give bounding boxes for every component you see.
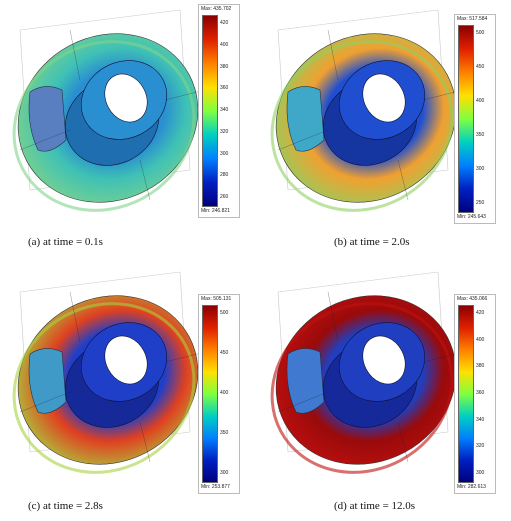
colorbar-tick-label: 360 xyxy=(476,390,485,396)
colorbar-tick-label: 300 xyxy=(476,470,485,476)
colorbar-tick-label: 320 xyxy=(220,128,229,135)
colorbar-tick-label: 340 xyxy=(476,416,485,423)
mesh-lines xyxy=(19,29,206,201)
colorbar-box: Max: 517.584 500 450 400 350 300 250 Min: 245… xyxy=(454,14,496,224)
brake-pad xyxy=(28,86,67,152)
colorbar-tick-label: 400 xyxy=(220,390,229,396)
disc-edge xyxy=(270,302,454,474)
colorbar-box: Max: 435.702 420 400 380 360 340 320 300 280 260… xyxy=(198,4,240,218)
panel-time-12-0s: Max: 435.066 420 400 380 360 340 320 300 Min: … xyxy=(258,262,511,521)
caption-d: (d) at time = 12.0s xyxy=(334,500,416,512)
disc-edge xyxy=(270,40,454,212)
colorbar-tick-label: 320 xyxy=(476,443,485,450)
colorbar-tick-label: 280 xyxy=(220,172,229,179)
colorbar-tick-label: 400 xyxy=(476,98,485,104)
brake-pad xyxy=(28,348,67,414)
colorbar-tick-label: 450 xyxy=(476,64,485,70)
colorbar-tick-label: 450 xyxy=(220,350,229,356)
colorbar-tick-label: 500 xyxy=(220,310,229,316)
colorbar-tick-label: 300 xyxy=(220,150,229,157)
colorbar-tick-label: 350 xyxy=(220,430,229,436)
brake-pad xyxy=(286,348,325,414)
colorbar-tick-label: 420 xyxy=(476,310,485,316)
colorbar-tick-label: 260 xyxy=(220,194,229,200)
colorbar-min-label: Min: 282.613 xyxy=(457,484,486,490)
colorbar-tick-label: 400 xyxy=(476,336,485,343)
colorbar-tick-label: 350 xyxy=(476,132,485,138)
colorbar-tick-label: 380 xyxy=(476,363,485,370)
disc-edge xyxy=(12,40,196,212)
hub-hole xyxy=(104,335,148,385)
colorbar-max-label: Max: 505.131 xyxy=(201,296,232,302)
colorbar-min-label: Min: 245.643 xyxy=(457,214,486,220)
panel-time-0-1s: Max: 435.702 420 400 380 360 340 320 300 280 260… xyxy=(0,0,255,255)
colorbar-tick-label: 340 xyxy=(220,107,229,113)
colorbar-max-label: Max: 435.702 xyxy=(201,6,232,12)
colorbar-tick-label: 250 xyxy=(476,200,485,206)
brake-disc-render xyxy=(12,271,206,474)
colorbar-min-label: Min: 246.821 xyxy=(201,208,230,214)
hub-hole xyxy=(104,73,148,123)
panel-time-2-0s: Max: 517.584 500 450 400 350 300 250 Min: 245… xyxy=(258,0,511,255)
panel-time-2-8s: Max: 505.131 500 450 400 350 300 Min: 253.87… xyxy=(0,262,255,521)
colorbar-gradient xyxy=(458,25,474,213)
colorbar-gradient xyxy=(202,305,218,483)
colorbar-box: Max: 505.131 500 450 400 350 300 Min: 253.87… xyxy=(198,294,240,494)
colorbar-min-label: Min: 253.877 xyxy=(201,484,230,490)
colorbar-tick-label: 300 xyxy=(220,470,229,476)
brake-disc-render xyxy=(270,271,464,474)
brake-disc-render xyxy=(12,9,206,212)
colorbar-gradient xyxy=(202,15,218,207)
disc-edge xyxy=(12,302,196,474)
brake-disc-render xyxy=(270,9,464,212)
colorbar-tick-label: 400 xyxy=(220,41,229,48)
colorbar-max-label: Max: 517.584 xyxy=(457,16,488,22)
colorbar-tick-label: 380 xyxy=(220,63,229,70)
hub-hole xyxy=(362,73,406,123)
colorbar-box: Max: 435.066 420 400 380 360 340 320 300 Min: … xyxy=(454,294,496,494)
hub-hole xyxy=(362,335,406,385)
caption-a: (a) at time = 0.1s xyxy=(28,236,103,248)
brake-pad xyxy=(286,86,325,152)
colorbar-gradient xyxy=(458,305,474,483)
caption-b: (b) at time = 2.0s xyxy=(334,236,410,248)
colorbar-tick-label: 300 xyxy=(476,166,485,172)
colorbar-tick-label: 500 xyxy=(476,30,485,36)
colorbar-max-label: Max: 435.066 xyxy=(457,296,488,302)
caption-c: (c) at time = 2.8s xyxy=(28,500,103,512)
colorbar-tick-label: 420 xyxy=(220,20,229,26)
colorbar-tick-label: 360 xyxy=(220,85,229,92)
mesh-lines xyxy=(19,291,206,463)
